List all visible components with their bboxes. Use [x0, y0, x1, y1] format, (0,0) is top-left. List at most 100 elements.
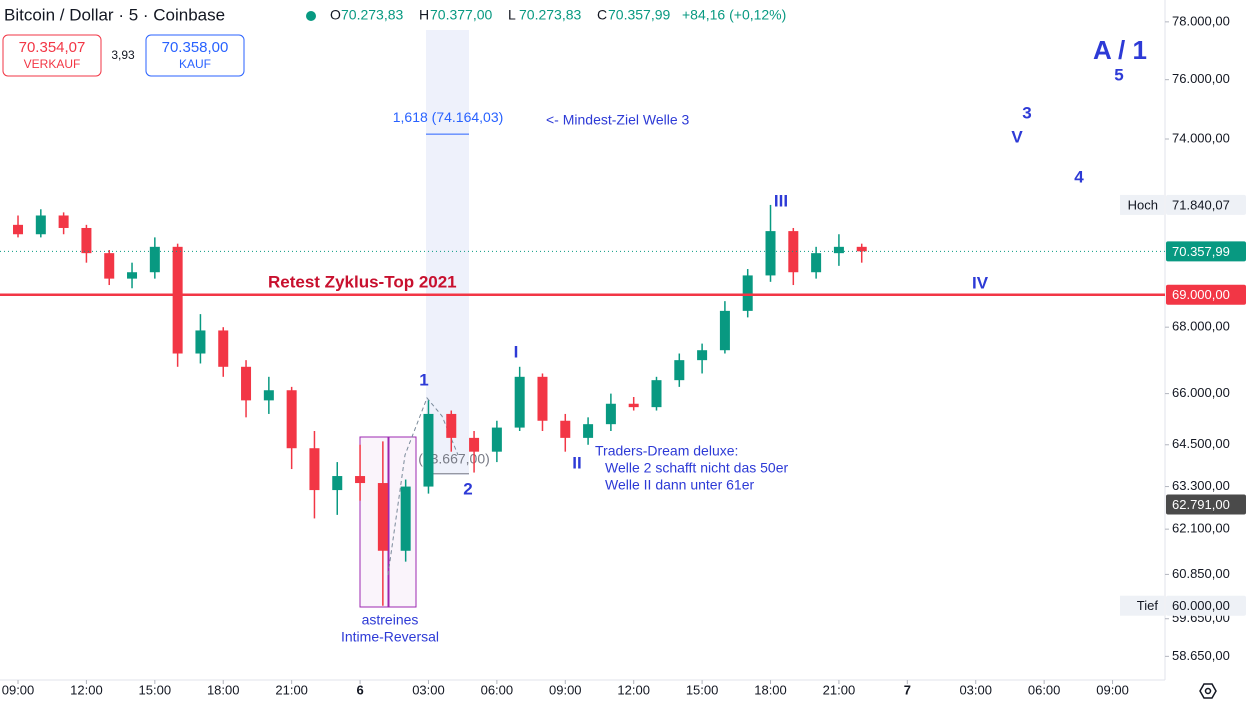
candle-body	[719, 310, 730, 351]
price-tag: 60.000,00	[1172, 598, 1230, 613]
wave-label: I	[514, 342, 519, 361]
fib-zone	[426, 30, 469, 475]
candle-body	[674, 360, 685, 381]
x-tick-label: 12:00	[70, 682, 103, 697]
wave-label: IV	[972, 273, 989, 292]
candle-body	[514, 376, 525, 428]
annotation: Welle II dann unter 61er	[605, 477, 755, 493]
ohlc-key: C	[597, 7, 607, 23]
price-tag-name-bg	[1120, 595, 1164, 616]
y-tick-label: 74.000,00	[1172, 130, 1230, 145]
fib-label: (63.667,00)	[418, 450, 490, 466]
annotation: Welle 2 schafft nicht das 50er	[605, 460, 788, 476]
price-tag-name: Hoch	[1128, 197, 1158, 212]
candle-body	[81, 227, 92, 254]
candle-body	[218, 330, 229, 367]
candle-body	[423, 413, 434, 487]
candle-body	[263, 390, 274, 401]
candle-body	[560, 420, 571, 438]
wave-label: 1	[419, 370, 428, 389]
wave-label: 4	[1074, 167, 1084, 186]
wave-label: III	[774, 191, 788, 210]
y-tick-label: 68.000,00	[1172, 319, 1230, 334]
candle-body	[833, 246, 844, 254]
y-tick-label: 62.100,00	[1172, 521, 1230, 536]
candle-body	[446, 413, 457, 438]
candle-body	[605, 403, 616, 425]
buy-button[interactable]	[145, 34, 245, 77]
y-tick-label: 63.300,00	[1172, 478, 1230, 493]
ohlc-value: 70.377,00	[430, 7, 492, 23]
buy-price[interactable]: 70.358,00	[162, 39, 229, 56]
candle-body	[811, 253, 822, 273]
candle-body	[58, 215, 69, 228]
annotation: Traders-Dream deluxe:	[595, 443, 738, 459]
sell-price[interactable]: 70.354,07	[19, 39, 86, 56]
x-tick-label: 18:00	[207, 682, 240, 697]
candle-body	[241, 366, 252, 401]
price-tag-name-bg	[1120, 194, 1164, 215]
candle-body	[172, 246, 183, 354]
candle-body	[309, 448, 320, 491]
candle-body	[13, 224, 24, 235]
candle-body	[628, 403, 639, 408]
candle-body	[377, 483, 388, 551]
candle-body	[583, 424, 594, 438]
candle-body	[35, 215, 46, 235]
change: +84,16 (+0,12%)	[682, 7, 786, 23]
price-tag-bg	[1166, 595, 1246, 616]
y-tick-label: 78.000,00	[1172, 13, 1230, 28]
fib-label: 1,618 (74.164,03)	[393, 109, 504, 125]
price-tag-name: Tief	[1137, 598, 1159, 613]
chart-title: Bitcoin / Dollar · 5 · Coinbase	[4, 5, 225, 24]
wave-label: V	[1011, 127, 1023, 146]
y-tick-label: 58.650,00	[1172, 648, 1230, 663]
candle-body	[195, 330, 206, 354]
x-tick-label: 03:00	[412, 682, 445, 697]
status-dot	[306, 11, 316, 21]
x-tick-label: 15:00	[139, 682, 172, 697]
candle-body	[355, 476, 366, 484]
x-tick-label: 6	[356, 682, 363, 697]
wave-label: 3	[1022, 103, 1031, 122]
candle-body	[332, 476, 343, 491]
candle-body	[469, 437, 480, 452]
x-tick-label: 18:00	[754, 682, 787, 697]
x-tick-label: 12:00	[617, 682, 650, 697]
candle-body	[651, 380, 662, 408]
price-label: 70.357,99	[1172, 244, 1230, 259]
candle-body	[856, 246, 867, 252]
price-label-bg	[1166, 241, 1246, 262]
ohlc-value: 70.357,99	[608, 7, 670, 23]
x-tick-label: 21:00	[823, 682, 856, 697]
candle-body	[104, 253, 115, 279]
sell-button[interactable]	[2, 34, 102, 77]
price-tag: 62.791,00	[1172, 497, 1230, 512]
wave-label: 5	[1114, 65, 1123, 84]
wave-label: A / 1	[1093, 35, 1147, 65]
candle-body	[491, 427, 502, 452]
buy-label[interactable]: KAUF	[179, 57, 211, 71]
x-tick-label: 7	[904, 682, 911, 697]
y-tick-label: 60.850,00	[1172, 566, 1230, 581]
x-tick-label: 15:00	[686, 682, 719, 697]
ohlc-value: 70.273,83	[341, 7, 403, 23]
ohlc-key: H	[419, 7, 429, 23]
price-tag-bg	[1166, 494, 1246, 515]
annotation: Retest Zyklus-Top 2021	[268, 272, 457, 291]
annotation: astreines	[362, 612, 419, 628]
sell-label[interactable]: VERKAUF	[24, 57, 81, 71]
ohlc-value: 70.273,83	[519, 7, 581, 23]
price-tag-bg	[1166, 194, 1246, 215]
candle-body	[127, 272, 138, 279]
candle-body	[400, 486, 411, 551]
annotation: <- Mindest-Ziel Welle 3	[546, 112, 690, 128]
candle-body	[286, 390, 297, 449]
annotation: Intime-Reversal	[341, 629, 439, 645]
settings-icon[interactable]	[1199, 683, 1217, 699]
x-tick-label: 06:00	[1028, 682, 1061, 697]
candle-body	[697, 350, 708, 361]
x-tick-label: 09:00	[549, 682, 582, 697]
y-tick-label: 76.000,00	[1172, 71, 1230, 86]
